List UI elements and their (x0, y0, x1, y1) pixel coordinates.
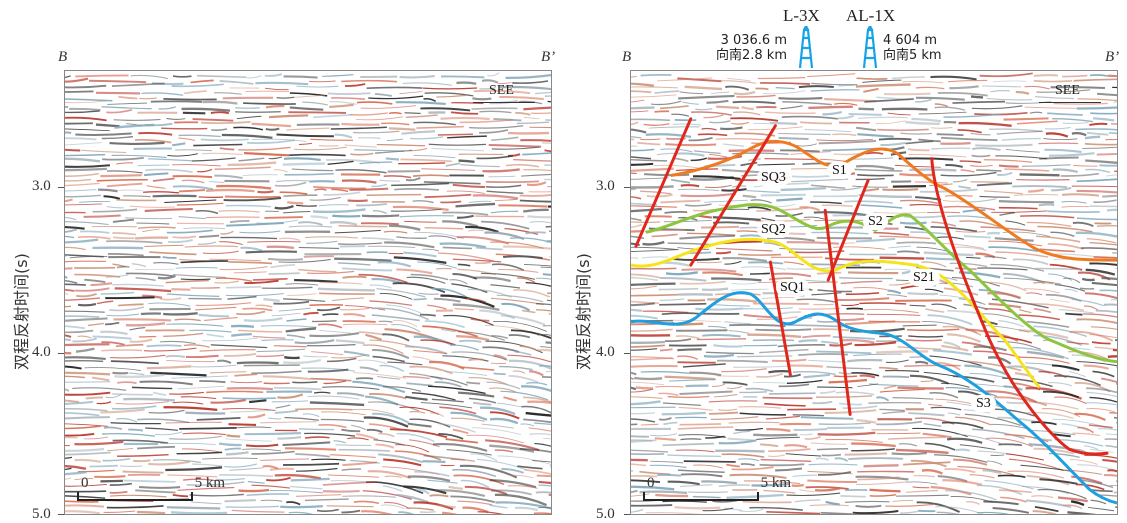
left-seismic-section (65, 72, 551, 514)
right-see-line (1039, 102, 1101, 103)
right-scale-start: 0 (647, 475, 655, 491)
left-scale-end: 5 km (194, 475, 225, 491)
horizon-label-s21: S21 (908, 269, 940, 286)
well-derrick-icon-l3x (798, 26, 814, 68)
left-edge-label-end: B’ (541, 49, 556, 65)
well-note-l3x: 3 036.6 m 向南2.8 km (716, 33, 787, 63)
right-y-tick-label-3: 3.0 (596, 178, 615, 194)
fault-line (826, 179, 870, 282)
left-y-axis-label: 双程反射时间(s) (12, 253, 31, 370)
well-derrick-icon-al1x (862, 26, 878, 68)
left-scale-start: 0 (81, 475, 89, 491)
horizon-label-s2: S2 (863, 213, 888, 230)
well-note-al1x-depth: 4 604 m (883, 33, 938, 48)
fault-line (930, 157, 1109, 456)
horizon-s1-line (670, 140, 1117, 262)
right-seismic-section (631, 72, 1117, 514)
horizon-label-s3: S3 (971, 395, 996, 412)
right-y-tick-3 (624, 187, 630, 188)
sequence-label-sq2: SQ2 (757, 221, 790, 238)
right-edge-label-end: B’ (1105, 49, 1120, 65)
fault-line (823, 208, 852, 416)
left-reflectors (65, 72, 551, 514)
right-see-label: SEE (1055, 83, 1080, 98)
sequence-label-sq3: SQ3 (757, 169, 790, 186)
well-note-al1x: 4 604 m 向南5 km (883, 33, 942, 63)
horizon-s21-line (631, 237, 1041, 389)
right-edge-label-start: B (622, 49, 632, 65)
left-y-tick-3 (58, 187, 64, 188)
fault-lines (634, 117, 1109, 456)
right-y-axis-label: 双程反射时间(s) (574, 253, 593, 370)
well-name-al1x: AL-1X (846, 6, 896, 25)
right-y-tick-4 (624, 353, 630, 354)
right-y-tick-label-5: 5.0 (596, 506, 615, 522)
left-y-tick-4 (58, 353, 64, 354)
sequence-label-sq1: SQ1 (776, 279, 809, 296)
right-y-tick-5 (624, 514, 630, 515)
left-y-tick-label-3: 3.0 (32, 178, 51, 194)
horizon-label-s1: S1 (827, 162, 852, 179)
left-see-label: SEE (489, 83, 514, 98)
right-reflectors (631, 72, 1117, 514)
fault-line (689, 124, 777, 267)
left-seismic-panel: SEE 0 5 km (64, 70, 552, 515)
left-y-tick-label-5: 5.0 (32, 506, 51, 522)
left-edge-label-start: B (58, 49, 68, 65)
left-see-line (473, 102, 535, 103)
right-y-tick-label-4: 4.0 (596, 344, 615, 360)
right-scale-bar: 0 5 km (643, 475, 791, 501)
well-note-l3x-distance: 向南2.8 km (716, 48, 787, 63)
left-y-tick-label-4: 4.0 (32, 344, 51, 360)
left-y-tick-5 (58, 514, 64, 515)
fault-line (768, 260, 792, 377)
well-note-l3x-depth: 3 036.6 m (720, 33, 787, 48)
horizon-s3-line (631, 291, 1117, 505)
well-note-al1x-distance: 向南5 km (883, 48, 942, 63)
right-scale-end: 5 km (760, 475, 791, 491)
fault-line (634, 117, 693, 248)
well-name-l3x: L-3X (783, 6, 820, 25)
right-seismic-panel: SEE S1 S2 S21 S3 SQ3 SQ2 SQ1 0 5 km (630, 70, 1118, 515)
left-scale-bar: 0 5 km (77, 475, 225, 501)
